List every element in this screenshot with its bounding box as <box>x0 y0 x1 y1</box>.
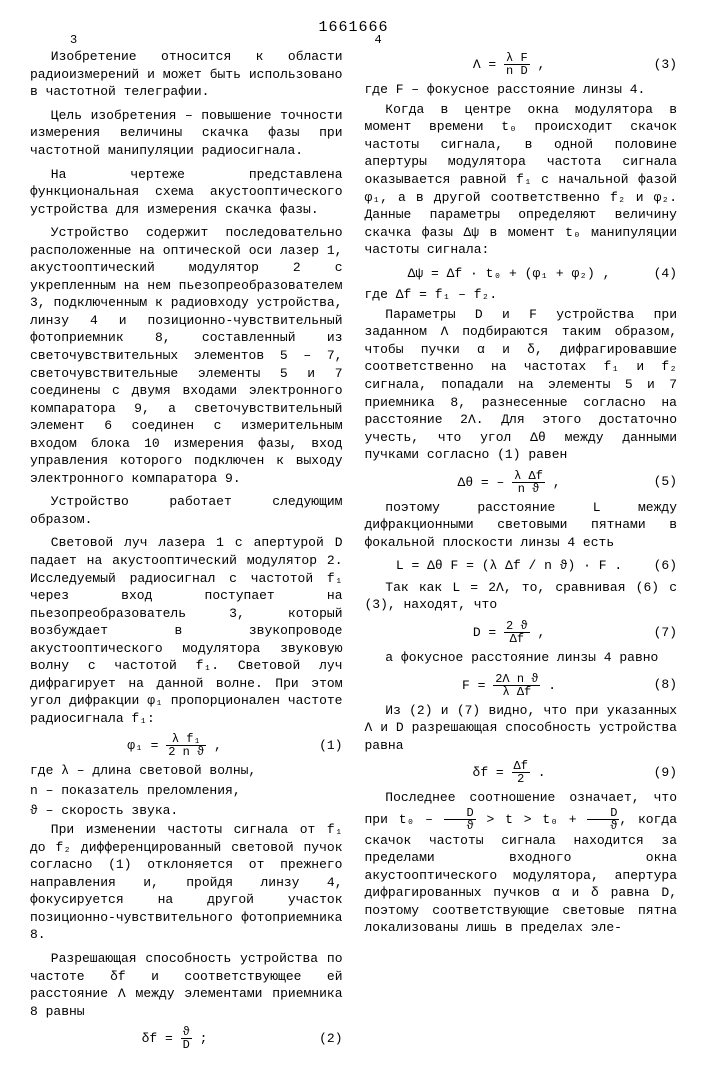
where-line: где λ – длина световой волны, <box>30 762 343 780</box>
where-line: где F – фокусное расстояние линзы 4. <box>365 81 678 99</box>
para: Из (2) и (7) видно, что при указанных Λ … <box>365 702 678 755</box>
equation-7: D = 2 ϑΔf , (7) <box>365 620 678 645</box>
equation-6: L = Δθ F = (λ Δf / n ϑ) · F . (6) <box>365 557 678 575</box>
eq-number: (7) <box>654 624 677 642</box>
equation-1: φ₁ = λ f₁2 n ϑ , (1) <box>30 733 343 758</box>
left-column: 3 Изобретение относится к области радиои… <box>30 48 343 1055</box>
para: Последнее соотношение означает, что при … <box>365 789 678 937</box>
eq-number: (8) <box>654 676 677 694</box>
para: На чертеже представлена функциональная с… <box>30 166 343 219</box>
where-line: где Δf = f₁ – f₂. <box>365 286 678 304</box>
eq-number: (3) <box>654 56 677 74</box>
para: Параметры D и F устройства при заданном … <box>365 306 678 464</box>
eq-number: (9) <box>654 764 677 782</box>
para: Устройство работает следующим образом. <box>30 493 343 528</box>
where-line: ϑ – скорость звука. <box>30 802 343 820</box>
eq-number: (2) <box>319 1030 342 1048</box>
para: Устройство содержит последовательно расп… <box>30 224 343 487</box>
eq-number: (1) <box>319 737 342 755</box>
col-head-right: 4 <box>375 32 382 48</box>
equation-8: F = 2Λ n ϑλ Δf . (8) <box>365 673 678 698</box>
eq-number: (4) <box>654 265 677 283</box>
para: При изменении частоты сигнала от f₁ до f… <box>30 821 343 944</box>
equation-9: δf = Δf2 . (9) <box>365 760 678 785</box>
col-head-left: 3 <box>70 32 77 48</box>
equation-3: Λ = λ Fn D , (3) <box>365 52 678 77</box>
para: Так как L = 2Λ, то, сравнивая (6) с (3),… <box>365 579 678 614</box>
para: Разрешающая способность устройства по ча… <box>30 950 343 1020</box>
para: Изобретение относится к области радиоизм… <box>30 48 343 101</box>
para: а фокусное расстояние линзы 4 равно <box>365 649 678 667</box>
para: Цель изобретения – повышение точности из… <box>30 107 343 160</box>
page: 1661666 3 Изобретение относится к област… <box>0 0 707 1075</box>
para: Когда в центре окна модулятора в момент … <box>365 101 678 259</box>
equation-5: Δθ = – λ Δfn ϑ , (5) <box>365 470 678 495</box>
where-line: n – показатель преломления, <box>30 782 343 800</box>
right-column: 4 Λ = λ Fn D , (3) где F – фокусное расс… <box>365 48 678 1055</box>
equation-4: Δψ = Δf · t₀ + (φ₁ + φ₂) , (4) <box>365 265 678 283</box>
eq-number: (6) <box>654 557 677 575</box>
para: поэтому расстояние L между дифракционным… <box>365 499 678 552</box>
two-column-body: 3 Изобретение относится к области радиои… <box>30 48 677 1055</box>
eq-number: (5) <box>654 473 677 491</box>
equation-2: δf = ϑD ; (2) <box>30 1026 343 1051</box>
para: Световой луч лазера 1 с апертурой D пада… <box>30 534 343 727</box>
patent-number: 1661666 <box>30 18 677 38</box>
